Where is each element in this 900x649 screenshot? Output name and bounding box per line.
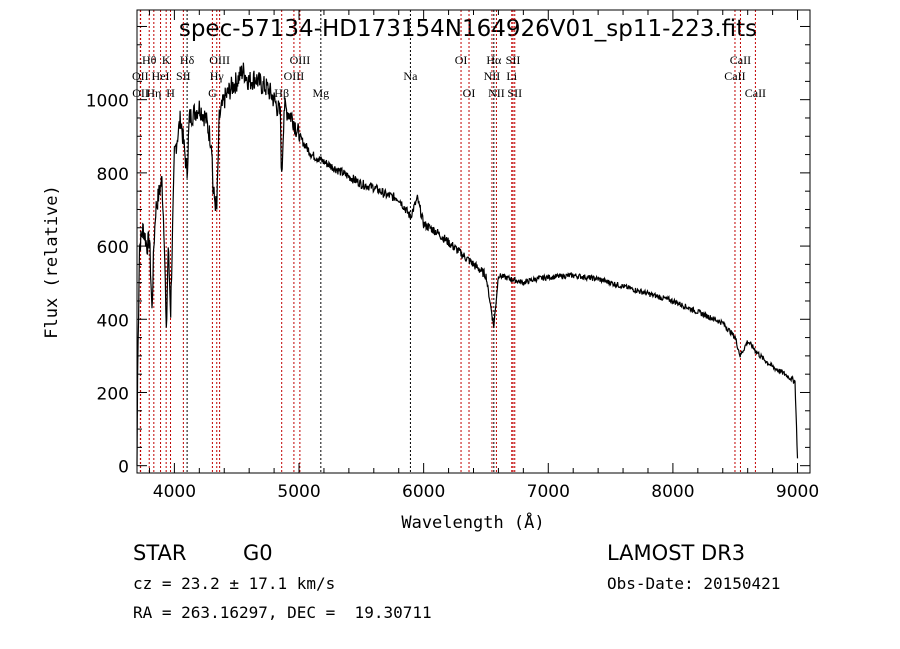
line-label: Mg	[312, 86, 329, 100]
x-axis-label: Wavelength (Å)	[401, 511, 544, 533]
y-tick-label: 200	[97, 384, 129, 404]
chart-title: spec-57134-HD173154N164926V01_sp11-223.f…	[179, 16, 757, 42]
x-tick-label: 7000	[527, 482, 570, 502]
x-tick-label: 4000	[153, 482, 196, 502]
spectrum-line	[136, 62, 799, 466]
y-tick-label: 1000	[86, 92, 129, 112]
line-label: OIII	[290, 53, 311, 67]
line-label: NII	[484, 69, 501, 83]
line-label: NII	[488, 86, 505, 100]
line-label: Hβ	[274, 86, 289, 100]
line-label: OIII	[284, 69, 305, 83]
line-label: Hθ	[142, 53, 157, 67]
y-tick-label: 400	[97, 311, 129, 331]
x-tick-label: 6000	[402, 482, 445, 502]
line-label: G	[208, 86, 217, 100]
y-axis-label: Flux (relative)	[42, 185, 62, 339]
axis-ticks	[137, 10, 810, 473]
line-label: H	[166, 86, 175, 100]
obs-date-text: Obs-Date: 20150421	[607, 574, 780, 593]
line-label: OIII	[209, 53, 230, 67]
x-tick-label: 5000	[277, 482, 320, 502]
y-tick-label: 600	[97, 238, 129, 258]
line-label: K	[162, 53, 171, 67]
line-label: CaII	[730, 53, 751, 67]
survey-name: LAMOST DR3	[607, 541, 745, 565]
line-label: OII	[132, 69, 149, 83]
x-tick-label: 8000	[651, 482, 694, 502]
redshift-text: cz = 23.2 ± 17.1 km/s	[133, 574, 335, 593]
object-subclass: G0	[243, 541, 273, 565]
x-tick-label: 9000	[776, 482, 819, 502]
line-label: SII	[507, 86, 522, 100]
line-label: HeI	[152, 69, 170, 83]
line-label: Li	[506, 69, 517, 83]
line-label: Na	[403, 69, 418, 83]
line-label: CaII	[745, 86, 766, 100]
object-class: STAR	[133, 541, 186, 565]
y-tick-label: 800	[97, 165, 129, 185]
radec-text: RA = 263.16297, DEC = 19.30711	[133, 603, 432, 622]
line-label: Hα	[486, 53, 502, 67]
line-label: Hη	[146, 86, 161, 100]
line-label: SII	[506, 53, 521, 67]
line-label: SII	[176, 69, 191, 83]
line-label: CaII	[724, 69, 745, 83]
y-tick-label: 0	[118, 458, 129, 478]
line-markers	[139, 10, 756, 473]
line-label: Hγ	[210, 69, 225, 83]
line-labels: OIIOIIHθHηHeIKHSIIHδGHγOIIIHβOIIIOIIIMgN…	[132, 53, 766, 100]
line-label: Hδ	[180, 53, 195, 67]
line-label: OII	[132, 86, 149, 100]
line-label: OI	[463, 86, 476, 100]
line-label: OI	[455, 53, 468, 67]
